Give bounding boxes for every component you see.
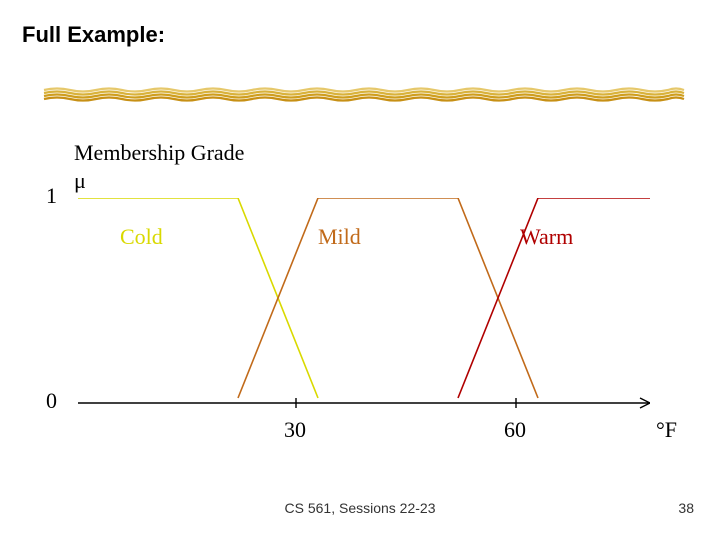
x-tick-60: 60: [504, 417, 526, 443]
mu-symbol: μ: [74, 168, 86, 194]
x-tick-30: 30: [284, 417, 306, 443]
slide: Full Example: Membership Grade μ 1 0 Col…: [0, 0, 720, 540]
page-number: 38: [678, 500, 694, 516]
x-axis-unit: °F: [656, 417, 677, 443]
title-underline: [0, 80, 720, 110]
y-tick-0: 0: [46, 388, 57, 414]
y-tick-1: 1: [46, 183, 57, 209]
slide-title: Full Example:: [22, 22, 165, 48]
y-axis-title: Membership Grade: [74, 140, 244, 166]
footer-text: CS 561, Sessions 22-23: [0, 500, 720, 516]
series-label-warm: Warm: [520, 224, 573, 250]
series-label-mild: Mild: [318, 224, 361, 250]
series-label-cold: Cold: [120, 224, 163, 250]
